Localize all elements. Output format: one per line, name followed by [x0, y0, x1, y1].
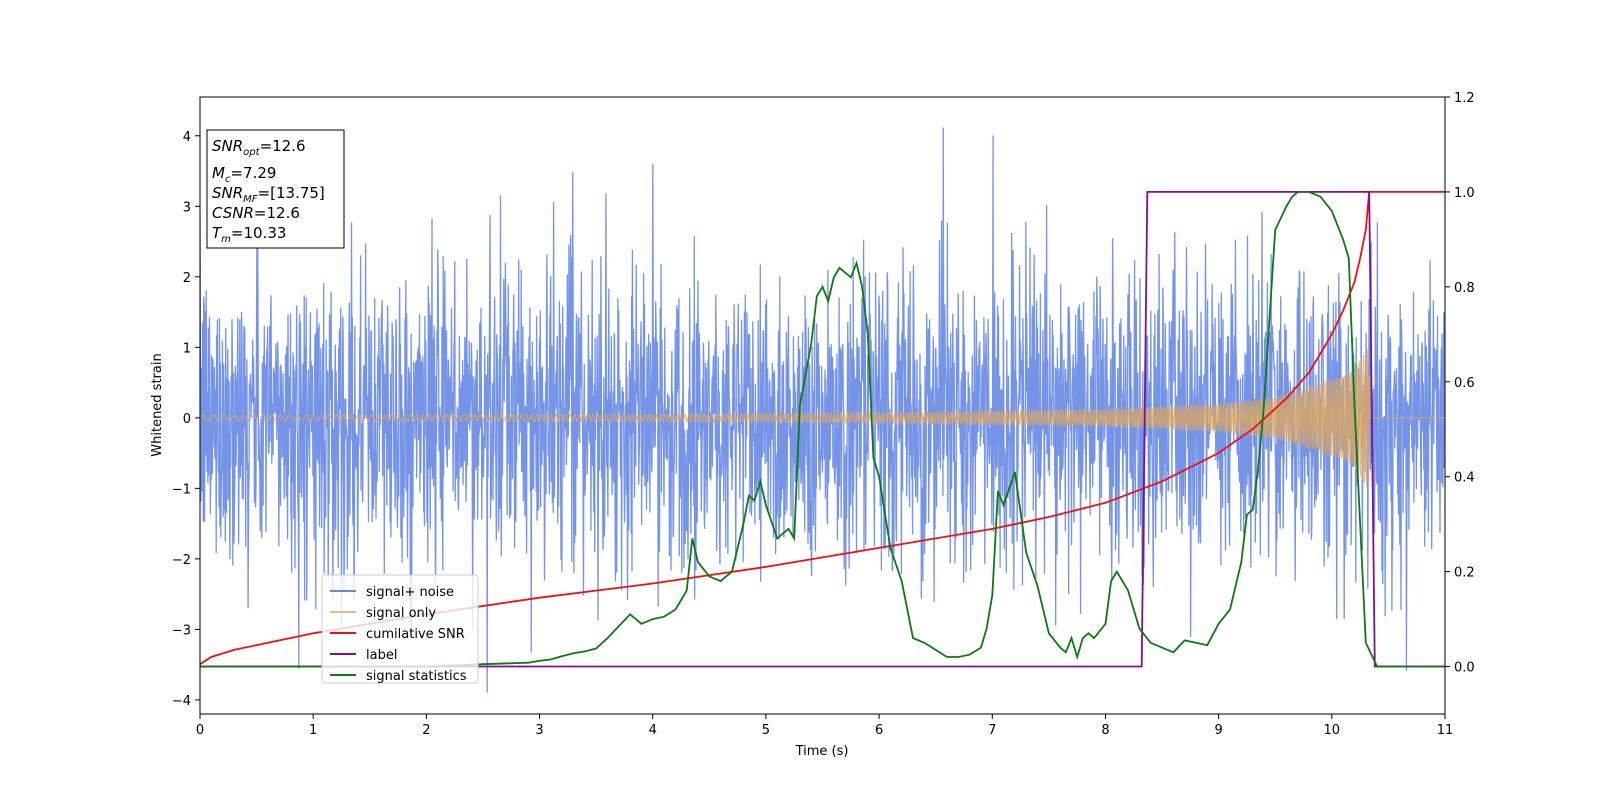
annotation-snr-opt: SNRopt=12.6 — [212, 137, 306, 158]
legend-label: signal+ noise — [366, 585, 454, 600]
series-signal-statistics — [200, 191, 1445, 668]
legend-label: signal only — [366, 606, 436, 621]
y-right-tick-label: 0.2 — [1454, 566, 1475, 581]
x-tick-label: 7 — [988, 723, 996, 738]
y-left-tick-label: 1 — [183, 341, 191, 356]
series-layer — [200, 127, 1445, 693]
x-tick-label: 5 — [762, 723, 770, 738]
y-right-tick-label: 0.6 — [1454, 376, 1475, 391]
y-left-tick-label: 2 — [183, 271, 191, 286]
y-right-tick-label: 0.0 — [1454, 661, 1475, 676]
axes-layer: 0 1 2 3 4 5 6 7 8 9 10 1143210−1−2−3−41.21.00.80.60… — [172, 91, 1475, 738]
legend-label: label — [366, 648, 397, 663]
y-left-tick-label: 3 — [183, 200, 191, 215]
annotation-mc: Mc=7.29 — [212, 164, 276, 185]
annotation-snr-mf: SNRMF=[13.75] — [212, 184, 325, 205]
y-right-tick-label: 1.0 — [1454, 186, 1475, 201]
x-tick-label: 6 — [875, 723, 883, 738]
y-left-tick-label: −2 — [172, 553, 191, 568]
y-axis-label: Whitened strain — [150, 353, 165, 456]
legend: signal+ noise signal only cumilative SNR la… — [321, 574, 479, 684]
x-axis-label: Time (s) — [795, 744, 849, 759]
x-tick-label: 3 — [535, 723, 543, 738]
x-tick-label: 8 — [1101, 723, 1109, 738]
x-tick-label: 9 — [1214, 723, 1222, 738]
y-left-tick-label: −1 — [172, 482, 191, 497]
y-left-tick-label: 0 — [183, 412, 191, 427]
annotation-box: SNRopt=12.6 Mc=7.29 SNRMF=[13.75] CSNR=1… — [206, 129, 345, 249]
series-signal-only — [200, 349, 1445, 488]
x-tick-label: 11 — [1437, 723, 1454, 738]
series-signal-noise — [200, 127, 1445, 693]
y-right-tick-label: 0.4 — [1454, 471, 1475, 486]
y-left-tick-label: −3 — [172, 623, 191, 638]
x-tick-label: 0 — [196, 723, 204, 738]
y-right-tick-label: 1.2 — [1454, 91, 1475, 106]
legend-label: cumilative SNR — [366, 627, 465, 642]
legend-label: signal statistics — [366, 669, 467, 684]
legend-entries: signal+ noise signal only cumilative SNR la… — [330, 585, 467, 684]
y-right-tick-label: 0.8 — [1454, 281, 1475, 296]
x-tick-label: 4 — [649, 723, 657, 738]
annotation-csnr: CSNR=12.6 — [212, 204, 300, 222]
series-cumilative-snr — [200, 191, 1445, 665]
y-left-tick-label: −4 — [172, 694, 191, 709]
x-tick-label: 1 — [309, 723, 317, 738]
x-tick-label: 10 — [1324, 723, 1341, 738]
x-tick-label: 2 — [422, 723, 430, 738]
annotation-tm: Tm=10.33 — [212, 224, 286, 245]
y-left-tick-label: 4 — [183, 130, 191, 145]
plot-frame — [199, 96, 1446, 715]
